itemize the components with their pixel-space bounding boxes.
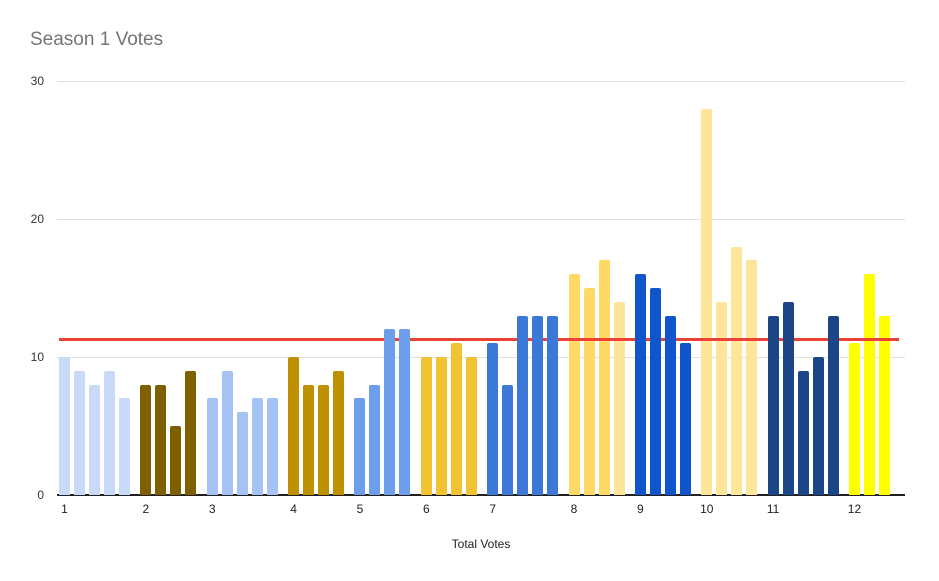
x-axis-line: [57, 494, 905, 496]
bar: [318, 384, 330, 495]
bar-group: 8: [568, 81, 625, 516]
bar: [797, 370, 809, 495]
bar: [532, 315, 544, 495]
bar: [502, 384, 514, 495]
bar-group: 1: [59, 81, 130, 516]
bar: [878, 315, 890, 495]
gridline: [57, 357, 905, 358]
y-axis: 0 10 20 30: [0, 74, 44, 502]
x-tick-label: 3: [208, 502, 216, 516]
plot-area: 1 2 3 4 5 6 7 8 9 10 11 12: [57, 81, 905, 516]
bar: [420, 357, 432, 495]
x-tick-label: 12: [847, 502, 862, 516]
bar-group: 10: [700, 81, 758, 516]
average-line: [59, 337, 899, 341]
bar: [74, 370, 85, 495]
bar: [731, 246, 743, 495]
bar: [155, 384, 167, 495]
bar: [583, 288, 595, 495]
bar: [812, 357, 824, 495]
bar: [649, 288, 661, 495]
bar-group: 4: [288, 81, 345, 516]
bar-group: 2: [140, 81, 197, 516]
bar: [701, 108, 713, 495]
bar-group: 9: [634, 81, 691, 516]
bar: [288, 357, 300, 495]
bar: [89, 384, 100, 495]
x-tick-label: 1: [61, 502, 68, 516]
x-tick-label: 6: [422, 502, 430, 516]
bar: [140, 384, 152, 495]
bar: [104, 370, 115, 495]
chart-title: Season 1 Votes: [30, 29, 164, 50]
bar: [568, 274, 580, 495]
bar: [236, 412, 248, 495]
bar: [547, 315, 559, 495]
y-tick-label: 10: [30, 350, 44, 364]
bar: [170, 426, 182, 495]
bar-group: 3: [206, 81, 278, 516]
x-axis-title: Total Votes: [451, 537, 511, 551]
bar: [465, 357, 477, 495]
bar-group: 6: [420, 81, 477, 516]
gridline: [57, 81, 905, 82]
bar: [679, 343, 691, 495]
bar-groups: 1 2 3 4 5 6 7 8 9 10 11 12: [59, 81, 890, 516]
x-tick-label: 5: [356, 502, 364, 516]
x-tick-label: 8: [570, 502, 578, 516]
bar: [664, 315, 676, 495]
bar: [746, 260, 758, 495]
bar: [303, 384, 315, 495]
y-tick-label: 20: [30, 212, 44, 226]
bar: [206, 398, 218, 495]
x-tick-label: 7: [489, 502, 496, 516]
bar: [333, 370, 345, 495]
bar: [185, 370, 197, 495]
bar-group: 7: [487, 81, 559, 516]
bar: [613, 301, 625, 495]
bar: [384, 329, 396, 495]
bar: [221, 370, 233, 495]
bar: [435, 357, 447, 495]
bar: [634, 274, 646, 495]
bar: [251, 398, 263, 495]
bar: [863, 274, 875, 495]
bar: [598, 260, 610, 495]
x-tick-label: 2: [142, 502, 150, 516]
bar: [399, 329, 411, 495]
x-tick-label: 9: [637, 502, 644, 516]
bar: [487, 343, 499, 495]
y-tick-label: 30: [30, 74, 44, 88]
bar: [369, 384, 381, 495]
bar: [716, 301, 728, 495]
bar: [517, 315, 529, 495]
y-tick-label: 0: [37, 488, 44, 502]
x-tick-label: 10: [700, 502, 714, 516]
bar: [450, 343, 462, 495]
bar-group: 11: [767, 81, 839, 516]
bar: [119, 398, 130, 495]
bar: [827, 315, 839, 495]
bar: [354, 398, 366, 495]
bar-group: 12: [848, 81, 890, 516]
bar: [848, 343, 860, 495]
bar-group: 5: [354, 81, 411, 516]
x-tick-label: 4: [290, 502, 297, 516]
bar: [59, 357, 70, 495]
x-tick-label: 11: [766, 502, 780, 516]
bar: [767, 315, 779, 495]
bar: [266, 398, 278, 495]
bar: [782, 301, 794, 495]
gridline: [57, 219, 905, 220]
